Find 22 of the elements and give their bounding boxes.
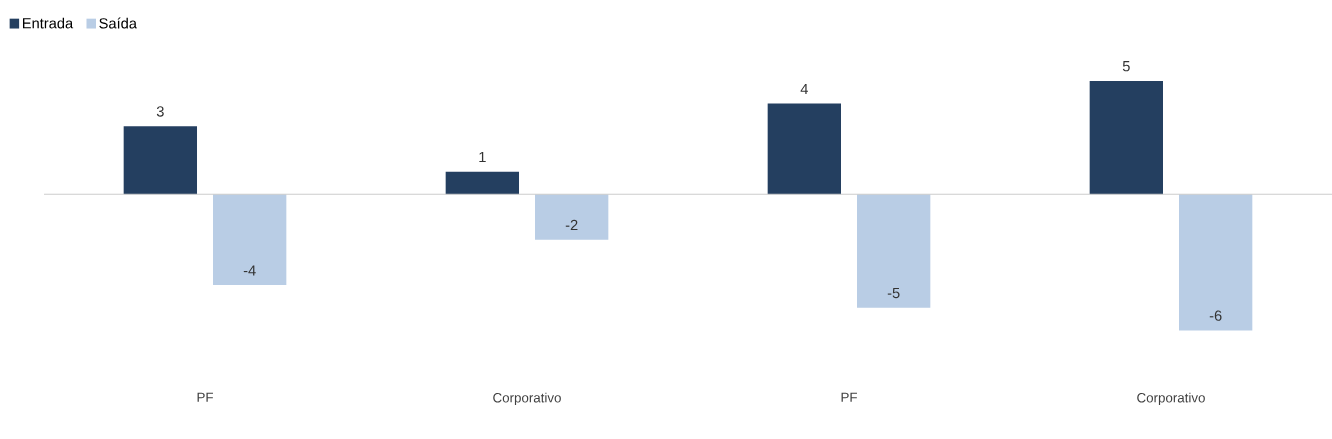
legend-label: Saída [99, 17, 137, 29]
data-label: -5 [887, 288, 900, 299]
data-label: 3 [156, 106, 164, 117]
x-tick-label: Corporativo [493, 392, 561, 406]
data-label: -4 [243, 265, 256, 276]
x-tick-label: PF [841, 392, 857, 403]
bar [445, 171, 520, 195]
bar [857, 194, 931, 308]
data-label: -2 [565, 220, 578, 231]
x-tick-label: PF [197, 392, 213, 403]
bar [767, 103, 841, 195]
bar [1179, 194, 1253, 331]
data-label: -6 [1209, 310, 1222, 321]
bar [535, 194, 609, 240]
x-tick-label: Corporativo [1137, 392, 1205, 406]
bar [213, 194, 287, 286]
data-label: 5 [1122, 61, 1130, 72]
legend-label: Entrada [23, 17, 74, 29]
data-label: 1 [479, 152, 486, 163]
data-label: 4 [800, 84, 808, 95]
bar [1089, 81, 1163, 195]
bar [123, 126, 198, 195]
